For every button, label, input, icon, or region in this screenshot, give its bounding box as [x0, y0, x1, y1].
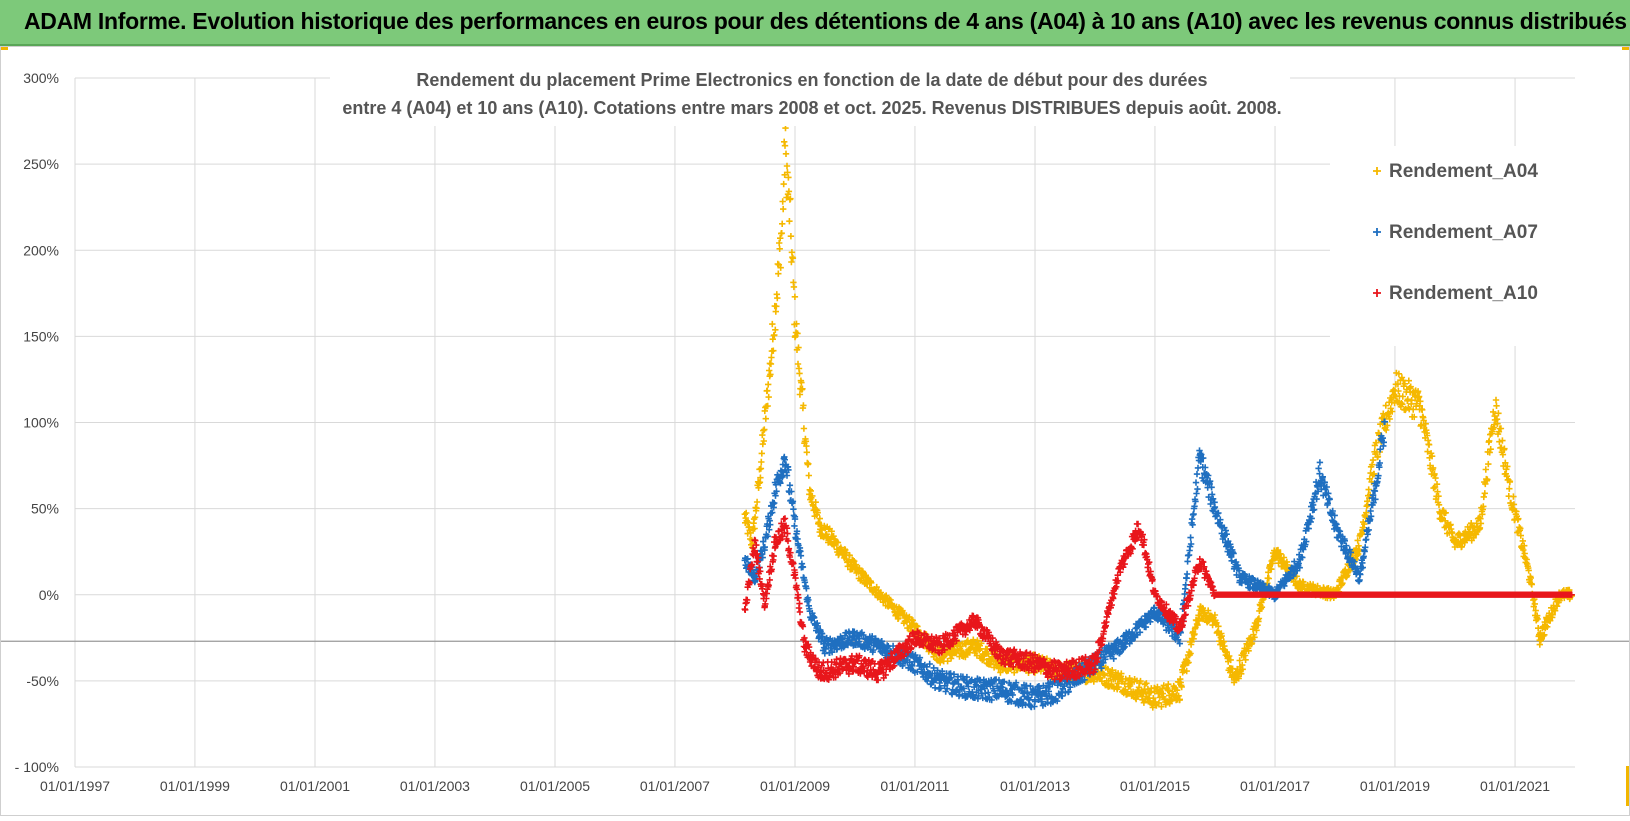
legend-marker	[1373, 289, 1381, 297]
x-tick-label: 01/01/2007	[640, 778, 710, 794]
series-markers-Rendement_A10	[741, 515, 1575, 684]
x-tick-label: 01/01/1999	[160, 778, 230, 794]
x-tick-label: 01/01/2019	[1360, 778, 1430, 794]
report-banner: ADAM Informe. Evolution historique des p…	[0, 0, 1630, 46]
x-tick-label: 01/01/2013	[1000, 778, 1070, 794]
corner-marker-right	[1622, 46, 1630, 50]
legend-item-Rendement_A10: Rendement_A10	[1373, 283, 1538, 304]
chart-title-layer: Rendement du placement Prime Electronics…	[330, 64, 1290, 126]
x-tick-label: 01/01/2017	[1240, 778, 1310, 794]
chart-title-line2: entre 4 (A04) et 10 ans (A10). Cotations…	[342, 98, 1281, 118]
legend-item-Rendement_A04: Rendement_A04	[1373, 161, 1538, 182]
series-Rendement_A10	[741, 515, 1575, 684]
corner-marker-bottom-right	[1626, 766, 1630, 806]
x-tick-label: 01/01/2021	[1480, 778, 1550, 794]
legend-marker	[1373, 228, 1381, 236]
y-tick-label: -50%	[26, 673, 59, 689]
legend-label: Rendement_A07	[1389, 222, 1538, 243]
legend-background	[1330, 146, 1575, 346]
x-tick-label: 01/01/2009	[760, 778, 830, 794]
y-tick-label: 50%	[31, 501, 59, 517]
y-tick-label: - 100%	[15, 759, 59, 775]
chart-title-background	[330, 64, 1290, 126]
x-tick-label: 01/01/1997	[40, 778, 110, 794]
y-tick-label: 250%	[23, 156, 59, 172]
x-tick-label: 01/01/2005	[520, 778, 590, 794]
x-tick-label: 01/01/2011	[880, 778, 949, 794]
legend-label: Rendement_A04	[1389, 161, 1538, 182]
legend-marker	[1373, 167, 1381, 175]
y-tick-label: 0%	[39, 587, 59, 603]
y-tick-label: 300%	[23, 70, 59, 86]
series-layer	[741, 124, 1575, 711]
axis-layer: - 100% -50% 0% 50% 100% 150% 200% 250% 300% 01/01…	[15, 70, 1551, 794]
scatter-chart: - 100% -50% 0% 50% 100% 150% 200% 250% 300% 01/01…	[0, 46, 1630, 816]
report-title: ADAM Informe. Evolution historique des p…	[24, 8, 1627, 34]
y-tick-label: 100%	[23, 415, 59, 431]
legend-item-Rendement_A07: Rendement_A07	[1373, 222, 1538, 243]
legend-label: Rendement_A10	[1389, 283, 1538, 304]
y-tick-label: 200%	[23, 242, 59, 258]
y-tick-label: 150%	[23, 328, 59, 344]
legend: Rendement_A04 Rendement_A07 Rendement_A10	[1330, 146, 1575, 346]
x-tick-label: 01/01/2015	[1120, 778, 1190, 794]
chart-area: - 100% -50% 0% 50% 100% 150% 200% 250% 300% 01/01…	[0, 46, 1630, 816]
chart-title-line1: Rendement du placement Prime Electronics…	[416, 70, 1207, 90]
corner-marker-left	[0, 46, 8, 50]
x-tick-label: 01/01/2001	[280, 778, 350, 794]
x-tick-label: 01/01/2003	[400, 778, 470, 794]
